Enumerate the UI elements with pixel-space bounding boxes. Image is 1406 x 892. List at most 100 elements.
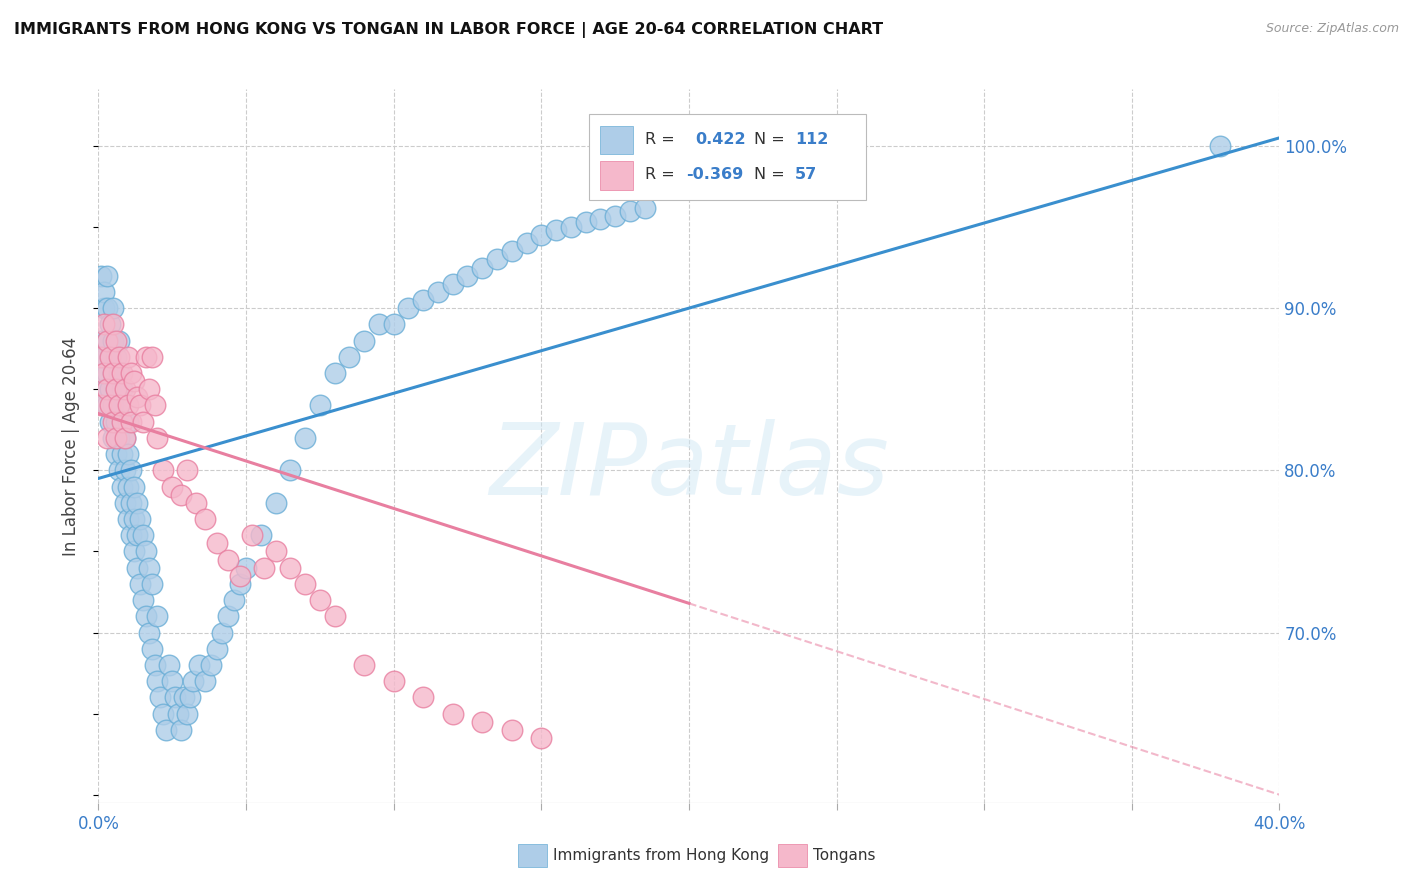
- Point: [441, 706, 464, 721]
- Point: [217, 609, 239, 624]
- Text: 57: 57: [796, 168, 817, 182]
- Point: [141, 641, 163, 656]
- Point: [398, 301, 420, 315]
- Point: [323, 366, 346, 380]
- FancyBboxPatch shape: [778, 844, 807, 867]
- Point: [117, 399, 139, 413]
- Point: [167, 706, 190, 721]
- Point: [108, 366, 131, 380]
- Point: [105, 382, 128, 396]
- Point: [114, 463, 136, 477]
- Point: [634, 201, 657, 215]
- Point: [235, 560, 257, 574]
- Point: [120, 366, 142, 380]
- Text: Source: ZipAtlas.com: Source: ZipAtlas.com: [1265, 22, 1399, 36]
- Point: [135, 350, 157, 364]
- Point: [120, 415, 142, 429]
- Point: [103, 431, 125, 445]
- Point: [105, 415, 128, 429]
- Point: [294, 577, 316, 591]
- Point: [90, 399, 112, 413]
- Point: [108, 463, 131, 477]
- Point: [120, 463, 142, 477]
- Point: [125, 390, 148, 404]
- Point: [152, 706, 174, 721]
- Point: [146, 674, 169, 689]
- Point: [280, 560, 302, 574]
- Point: [412, 690, 434, 705]
- Point: [93, 318, 115, 332]
- Point: [294, 431, 316, 445]
- Point: [111, 447, 134, 461]
- Point: [103, 366, 125, 380]
- Point: [162, 674, 183, 689]
- Point: [530, 731, 553, 745]
- Point: [111, 415, 134, 429]
- FancyBboxPatch shape: [600, 161, 634, 190]
- Point: [111, 382, 134, 396]
- Point: [138, 382, 160, 396]
- Point: [1209, 139, 1232, 153]
- Point: [117, 447, 139, 461]
- Point: [457, 268, 479, 283]
- Point: [122, 544, 145, 558]
- Point: [98, 318, 121, 332]
- Point: [93, 285, 115, 299]
- Point: [353, 334, 375, 348]
- Point: [128, 399, 150, 413]
- Point: [98, 350, 121, 364]
- Point: [105, 350, 128, 364]
- Point: [120, 496, 142, 510]
- Point: [309, 593, 332, 607]
- Point: [250, 528, 273, 542]
- Point: [471, 260, 494, 275]
- Point: [224, 593, 246, 607]
- Point: [353, 657, 375, 672]
- Point: [155, 723, 177, 737]
- Point: [125, 528, 148, 542]
- Point: [339, 350, 361, 364]
- Point: [114, 431, 136, 445]
- Point: [138, 625, 160, 640]
- Point: [165, 690, 187, 705]
- Point: [187, 657, 209, 672]
- Point: [103, 399, 125, 413]
- Point: [575, 215, 598, 229]
- Point: [141, 577, 163, 591]
- Point: [105, 431, 128, 445]
- Text: ZIPatlas: ZIPatlas: [489, 419, 889, 516]
- Point: [125, 560, 148, 574]
- Point: [96, 431, 118, 445]
- Point: [264, 544, 287, 558]
- Point: [205, 641, 228, 656]
- Point: [96, 334, 118, 348]
- Point: [98, 415, 121, 429]
- FancyBboxPatch shape: [589, 114, 866, 200]
- Point: [309, 399, 332, 413]
- Point: [111, 479, 134, 493]
- Point: [152, 463, 174, 477]
- Point: [117, 479, 139, 493]
- Point: [96, 268, 118, 283]
- Point: [96, 334, 118, 348]
- Point: [253, 560, 276, 574]
- Point: [382, 318, 405, 332]
- Point: [211, 625, 233, 640]
- Point: [143, 657, 166, 672]
- Point: [194, 512, 217, 526]
- Point: [111, 415, 134, 429]
- Point: [181, 674, 204, 689]
- Point: [93, 366, 115, 380]
- Point: [135, 609, 157, 624]
- Text: 0.422: 0.422: [695, 132, 745, 146]
- Point: [194, 674, 217, 689]
- Point: [108, 431, 131, 445]
- Point: [132, 528, 155, 542]
- Point: [217, 552, 239, 566]
- Point: [98, 350, 121, 364]
- Text: R =: R =: [645, 168, 681, 182]
- Point: [501, 723, 523, 737]
- Point: [108, 334, 131, 348]
- Y-axis label: In Labor Force | Age 20-64: In Labor Force | Age 20-64: [62, 336, 80, 556]
- Point: [105, 382, 128, 396]
